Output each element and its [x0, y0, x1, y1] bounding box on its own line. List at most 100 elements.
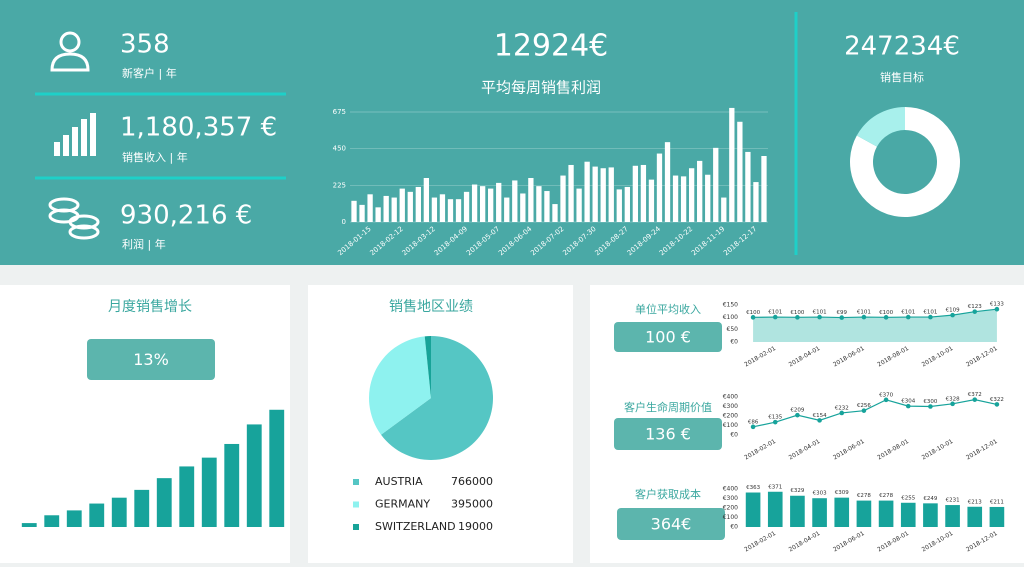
bar: [656, 153, 663, 222]
y-tick-label: €300: [723, 495, 738, 502]
bar: [737, 121, 743, 222]
bar: [576, 188, 582, 222]
bar: [520, 193, 526, 222]
pie-slice: [369, 336, 431, 435]
point: [861, 408, 867, 413]
bar: [900, 502, 916, 527]
pie-slice: [424, 336, 431, 398]
value-label: €370: [879, 392, 893, 398]
bar: [201, 457, 217, 527]
chart-icon: [54, 113, 96, 156]
legend-label: GERMANY: [375, 498, 430, 511]
bar: [423, 178, 430, 222]
y-tick-label: €400: [723, 394, 738, 401]
headline-box: [617, 508, 725, 540]
y-tick-label: €100: [723, 314, 738, 321]
point: [905, 314, 911, 320]
bar: [367, 194, 373, 222]
bar: [89, 503, 105, 527]
chart-title: 平均每周销售利润: [481, 79, 601, 97]
point: [972, 309, 978, 314]
bar: [463, 191, 470, 222]
kpi-label: 新客户 | 年: [122, 66, 177, 80]
point: [950, 401, 955, 407]
kpi-label: 销售收入 | 年: [122, 150, 188, 164]
bar: [488, 188, 494, 222]
headline-box: [614, 418, 722, 450]
bar: [455, 199, 462, 222]
bar: [761, 156, 767, 222]
bar: [66, 510, 82, 527]
bar: [383, 195, 389, 222]
point: [795, 315, 800, 320]
value-label: €256: [857, 403, 871, 409]
value-label: €101: [813, 310, 827, 316]
legend-swatch: [353, 524, 359, 530]
bar: [945, 505, 960, 527]
value-label: €101: [901, 310, 915, 316]
bar: [552, 204, 558, 222]
value-label: €86: [748, 419, 759, 425]
value-label: €133: [990, 302, 1004, 308]
donut-slice: [856, 107, 905, 147]
value-label: €99: [837, 310, 848, 316]
bar: [351, 200, 357, 222]
bar: [729, 107, 735, 222]
y-tick-label: 0: [342, 218, 346, 226]
bar: [878, 500, 894, 527]
bar: [496, 182, 502, 222]
value-label: €309: [835, 490, 849, 496]
value-label: €101: [923, 310, 937, 316]
bar: [688, 168, 695, 222]
bar: [269, 409, 285, 527]
bar: [767, 491, 783, 527]
bar: [664, 142, 671, 222]
legend-value: 766000: [451, 475, 493, 488]
bar: [600, 168, 606, 222]
point: [817, 314, 822, 320]
bar: [632, 165, 639, 222]
point: [994, 402, 1000, 407]
point: [994, 306, 1000, 312]
y-tick-label: €0: [730, 524, 738, 531]
point: [928, 314, 933, 320]
bar: [375, 207, 381, 222]
value-label: €363: [746, 485, 760, 491]
bar: [359, 204, 365, 222]
value-label: €372: [968, 392, 982, 398]
legend-value: 19000: [458, 520, 493, 533]
bar: [812, 498, 827, 527]
headline: 100 €: [645, 328, 691, 347]
headline-box: [614, 322, 722, 352]
legend-swatch: [353, 501, 359, 508]
bar: [246, 424, 262, 527]
bar: [224, 443, 240, 527]
value-label: €209: [790, 408, 804, 414]
y-tick-label: €300: [723, 403, 738, 410]
bar: [528, 178, 534, 222]
chart-title: 客户生命周期价值: [624, 400, 712, 414]
value-label: €109: [946, 308, 960, 314]
value-label: €135: [768, 415, 782, 421]
y-tick-label: €0: [730, 432, 738, 439]
point: [772, 419, 778, 425]
value-label: €278: [857, 493, 871, 499]
value-label: €255: [901, 495, 915, 501]
y-tick-label: €200: [723, 413, 738, 420]
bar: [134, 489, 150, 527]
bar: [989, 506, 1005, 527]
value-label: €211: [990, 499, 1004, 505]
value-label: €304: [901, 399, 915, 405]
bar: [439, 194, 446, 222]
value-label: €213: [968, 499, 982, 505]
value-label: €231: [946, 498, 960, 504]
point: [972, 397, 978, 402]
bar: [111, 497, 127, 527]
point: [839, 315, 845, 320]
bar: [44, 515, 60, 527]
value-label: €249: [923, 496, 937, 502]
bar: [447, 199, 454, 222]
bar: [745, 492, 761, 527]
